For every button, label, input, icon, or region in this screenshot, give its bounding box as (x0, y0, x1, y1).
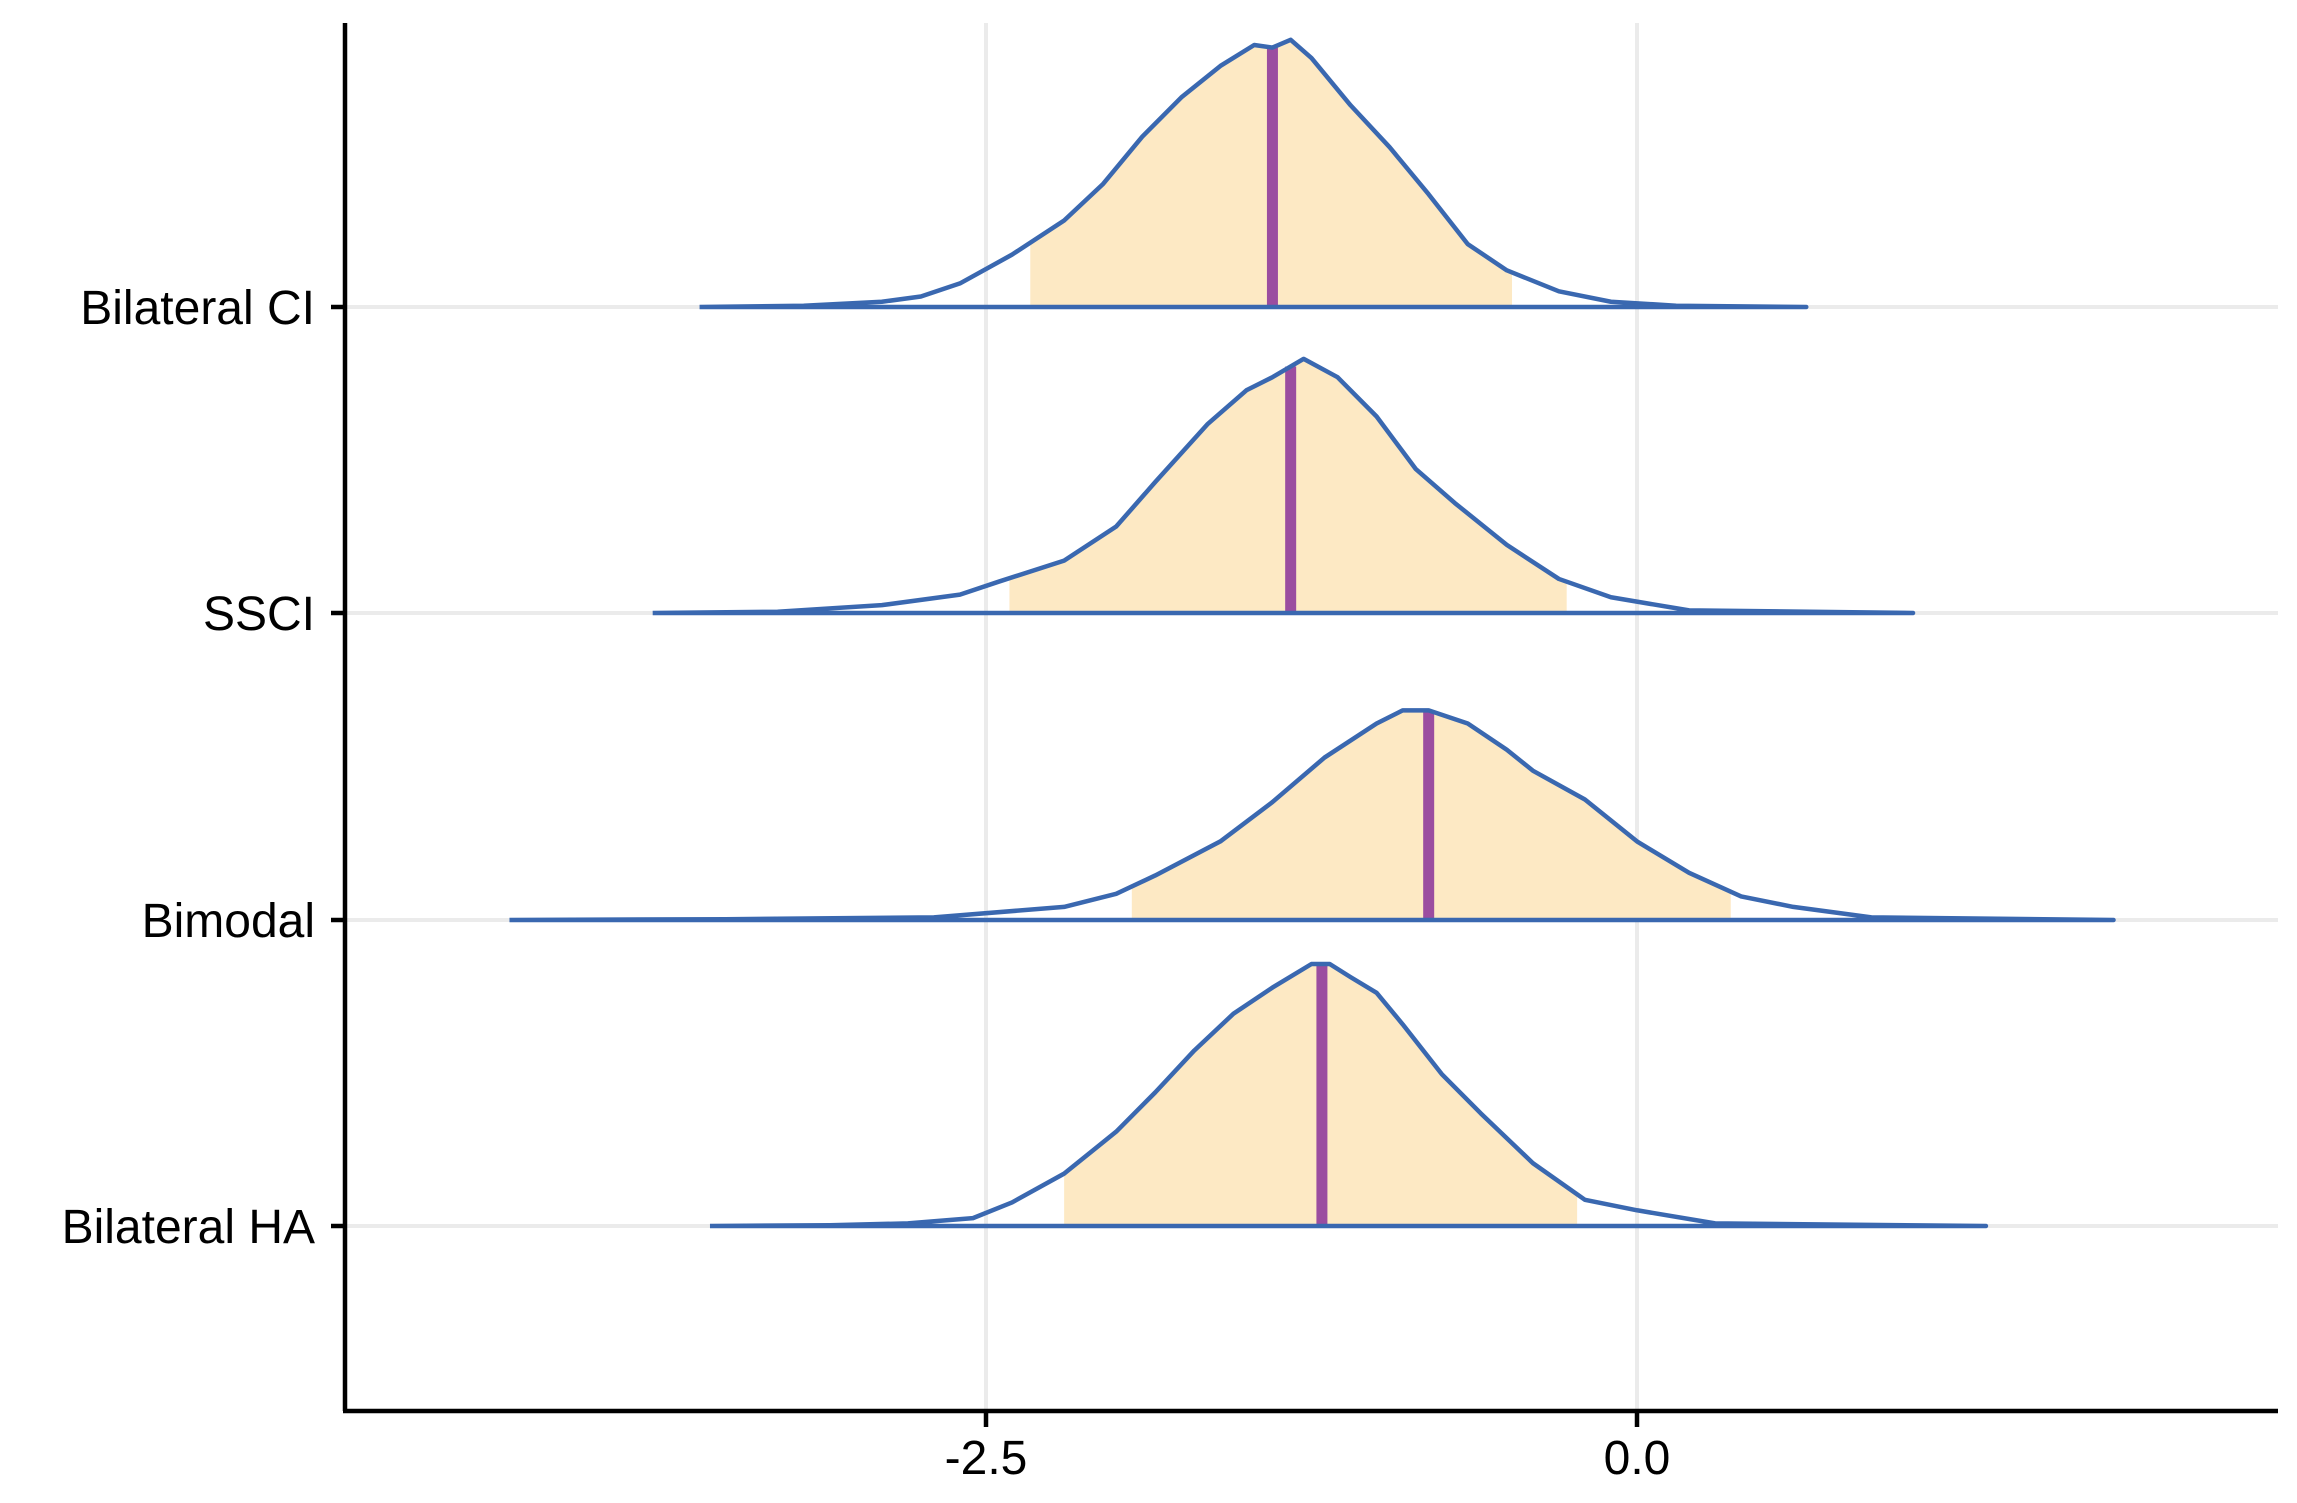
axes (331, 23, 2278, 1427)
density-curve-bilateral-ci (699, 37, 1809, 310)
y-tick-label-bilateral-ci: Bilateral CI (80, 282, 315, 335)
tick-labels: Bilateral CI SSCI Bimodal Bilateral HA -2.5 0… (62, 282, 1671, 1485)
density-curve-bimodal (509, 708, 2116, 923)
density-ridges (509, 37, 2116, 1229)
density-curve-bilateral-ha (709, 961, 1989, 1229)
x-tick-label: 0.0 (1604, 1432, 1671, 1485)
y-tick-label-bimodal: Bimodal (142, 895, 315, 948)
density-curve-ssci (652, 356, 1916, 616)
x-tick-label: -2.5 (945, 1432, 1028, 1485)
y-tick-label-ssci: SSCI (203, 588, 315, 641)
y-tick-label-bilateral-ha: Bilateral HA (62, 1201, 315, 1254)
